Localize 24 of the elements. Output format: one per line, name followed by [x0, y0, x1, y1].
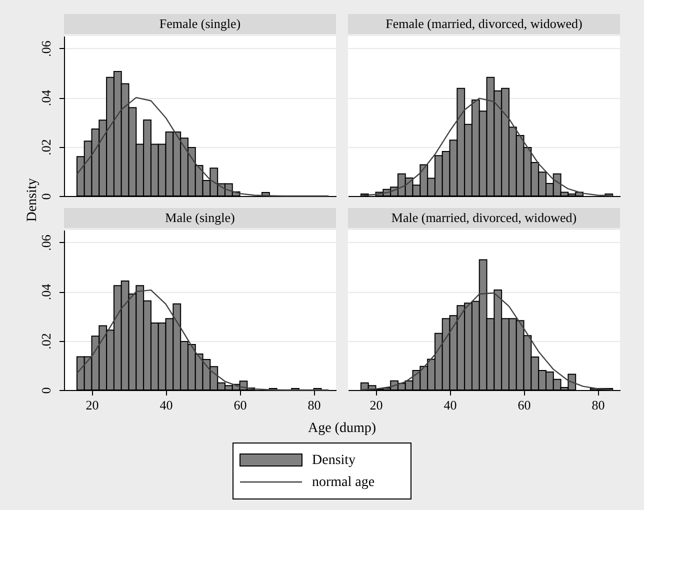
y-tick-label: .04 [38, 283, 54, 300]
chart-title: Female (single) [159, 16, 241, 31]
chart-title: Male (single) [165, 210, 235, 225]
y-tick-label: .04 [38, 89, 54, 106]
x-tick-label: 80 [308, 398, 321, 412]
x-tick-label: 40 [160, 398, 173, 412]
y-tick-label: .02 [38, 139, 54, 156]
x-tick-label: 80 [592, 398, 605, 412]
legend-label: Density [312, 453, 356, 468]
x-tick-label: 60 [234, 398, 247, 412]
x-axis-title: Age (dump) [308, 421, 376, 436]
legend-label: normal age [312, 475, 375, 490]
x-tick-label: 40 [444, 398, 457, 412]
y-tick-label: .06 [38, 40, 54, 57]
x-tick-label: 20 [86, 398, 99, 412]
y-tick-label: 0 [38, 387, 54, 394]
y-axis-title: Density [25, 178, 40, 222]
x-tick-label: 20 [370, 398, 383, 412]
x-tick-label: 60 [518, 398, 531, 412]
y-tick-label: .02 [38, 333, 54, 350]
chart-title: Male (married, divorced, widowed) [391, 210, 577, 225]
y-tick-label: .06 [38, 234, 54, 251]
y-tick-label: 0 [38, 193, 54, 200]
chart-title: Female (married, divorced, widowed) [386, 16, 582, 31]
